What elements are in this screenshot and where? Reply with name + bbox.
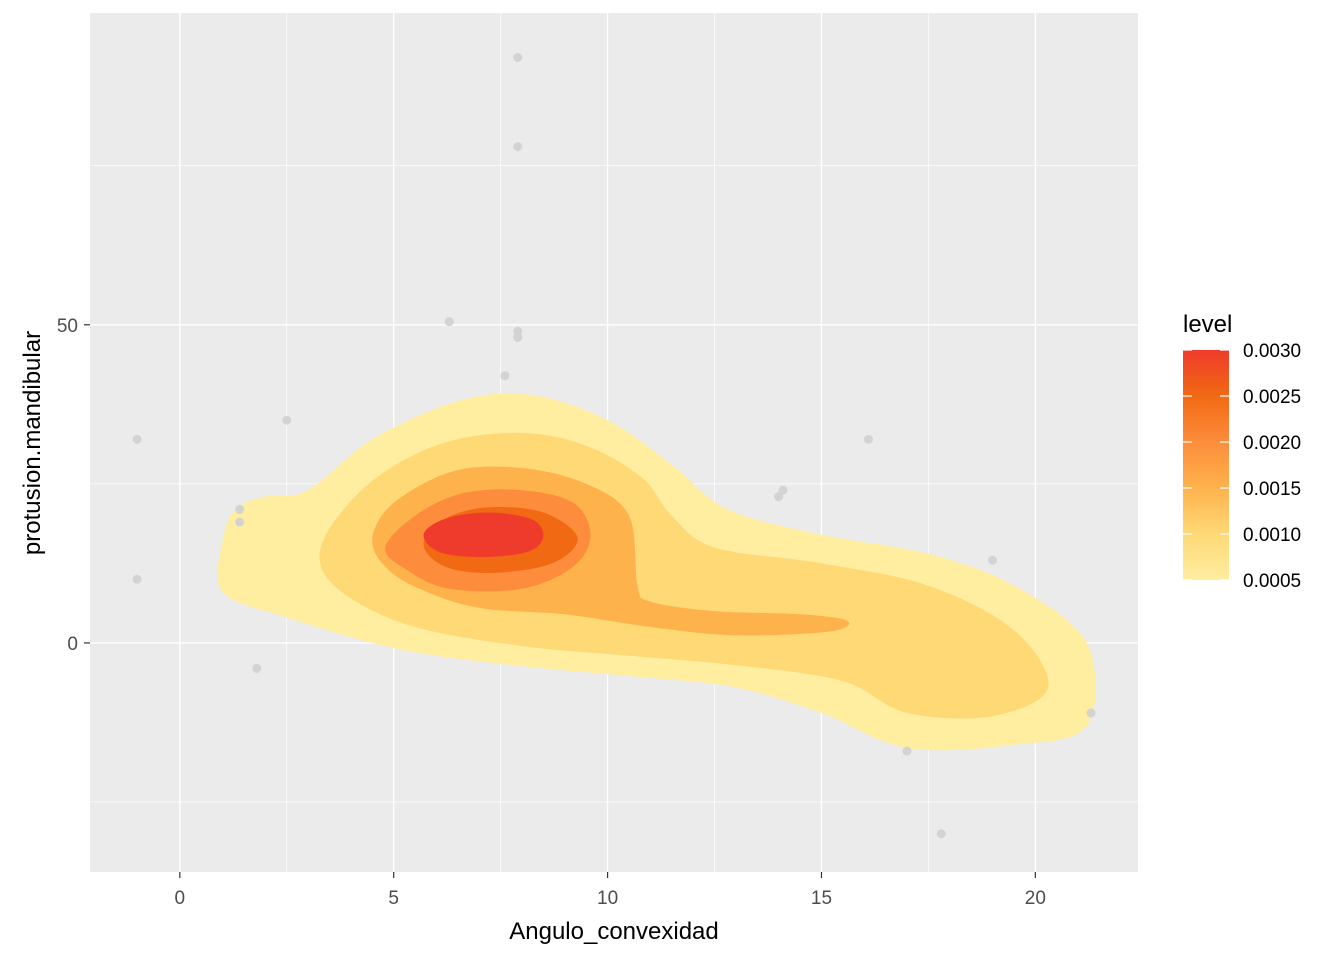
y-axis-title: protusion.mandibular (19, 331, 46, 555)
y-tick-label: 50 (57, 316, 78, 337)
y-axis: 0 50 (57, 316, 90, 655)
data-point (778, 485, 788, 495)
legend: level 0.00300.00250.00200.00150.00100.00… (1183, 311, 1301, 592)
x-tick-label: 5 (388, 888, 399, 909)
points-layer (132, 53, 1096, 839)
data-point (132, 434, 142, 444)
data-point (500, 371, 510, 381)
data-point (936, 829, 946, 839)
x-tick-label: 20 (1025, 888, 1046, 909)
legend-label: 0.0015 (1243, 479, 1301, 500)
legend-label: 0.0030 (1243, 341, 1301, 362)
data-point (132, 574, 142, 584)
x-tick-label: 0 (175, 888, 186, 909)
legend-label: 0.0025 (1243, 387, 1301, 408)
density-layer (217, 393, 1096, 751)
data-point (235, 517, 245, 527)
data-point (252, 663, 262, 673)
legend-ticks: 0.0030 0.0025 0.0020 0.0015 0.0010 0.0005 (1183, 341, 1301, 592)
legend-label: 0.0010 (1243, 525, 1301, 546)
data-point (513, 53, 523, 63)
data-point (444, 317, 454, 327)
data-point (1086, 708, 1096, 718)
data-point (282, 415, 292, 425)
data-point (513, 333, 523, 343)
data-point (513, 142, 523, 152)
data-point (774, 492, 784, 502)
legend-label: 0.0020 (1243, 433, 1301, 454)
legend-colorbar (1183, 350, 1229, 580)
density-band-0-003 (423, 512, 544, 558)
x-axis: 0 5 10 15 20 (175, 872, 1046, 909)
legend-title: level (1183, 311, 1232, 338)
x-tick-label: 10 (597, 888, 618, 909)
y-tick-label: 0 (67, 634, 78, 655)
legend-label: 0.0005 (1243, 571, 1301, 592)
x-tick-label: 15 (811, 888, 832, 909)
data-point (864, 434, 874, 444)
data-point (235, 504, 245, 514)
data-point (902, 746, 912, 756)
data-point (988, 555, 998, 565)
data-point (513, 326, 523, 336)
x-axis-title: Angulo_convexidad (509, 918, 719, 945)
